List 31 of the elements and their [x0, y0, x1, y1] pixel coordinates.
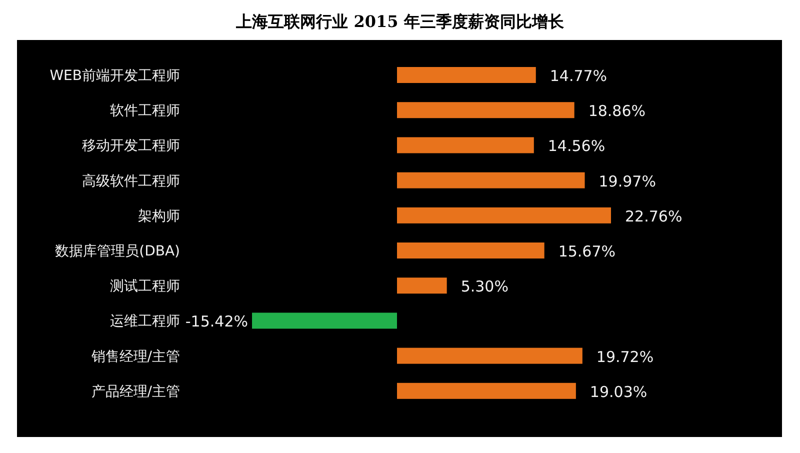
- y-tick-label: 架构师: [138, 208, 180, 224]
- bar: [397, 382, 576, 399]
- y-tick-label: WEB前端开发工程师: [50, 68, 180, 84]
- chart-title: 上海互联网行业 2015 年三季度薪资同比增长: [235, 12, 565, 31]
- bar: [397, 67, 536, 83]
- data-label: 5.30%: [460, 278, 508, 296]
- data-label: 19.72%: [596, 348, 654, 366]
- data-label: 19.97%: [598, 172, 656, 190]
- bar: [397, 278, 447, 294]
- y-tick-label: 高级软件工程师: [82, 173, 180, 190]
- y-tick-label: 运维工程师: [110, 314, 180, 330]
- y-tick-label: 软件工程师: [110, 103, 180, 120]
- data-label: -15.42%: [185, 312, 248, 331]
- bar: [397, 137, 534, 154]
- bar: [397, 348, 582, 364]
- data-label: 14.56%: [548, 137, 606, 156]
- y-tick-label: 销售经理/主管: [90, 348, 180, 365]
- y-tick-label: 数据库管理员(DBA): [55, 244, 180, 260]
- bar: [397, 172, 585, 188]
- y-tick-label: 测试工程师: [110, 278, 180, 295]
- data-label: 22.76%: [625, 207, 682, 226]
- data-label: 19.03%: [590, 382, 648, 401]
- data-label: 15.67%: [558, 242, 616, 260]
- bar: [397, 242, 544, 258]
- bar: [397, 102, 574, 118]
- data-label: 14.77%: [550, 67, 608, 85]
- bar: [397, 207, 611, 224]
- y-tick-label: 移动开发工程师: [82, 138, 180, 154]
- y-tick-label: 产品经理/主管: [91, 384, 180, 400]
- data-label: 18.86%: [588, 102, 646, 120]
- bar: [252, 312, 397, 329]
